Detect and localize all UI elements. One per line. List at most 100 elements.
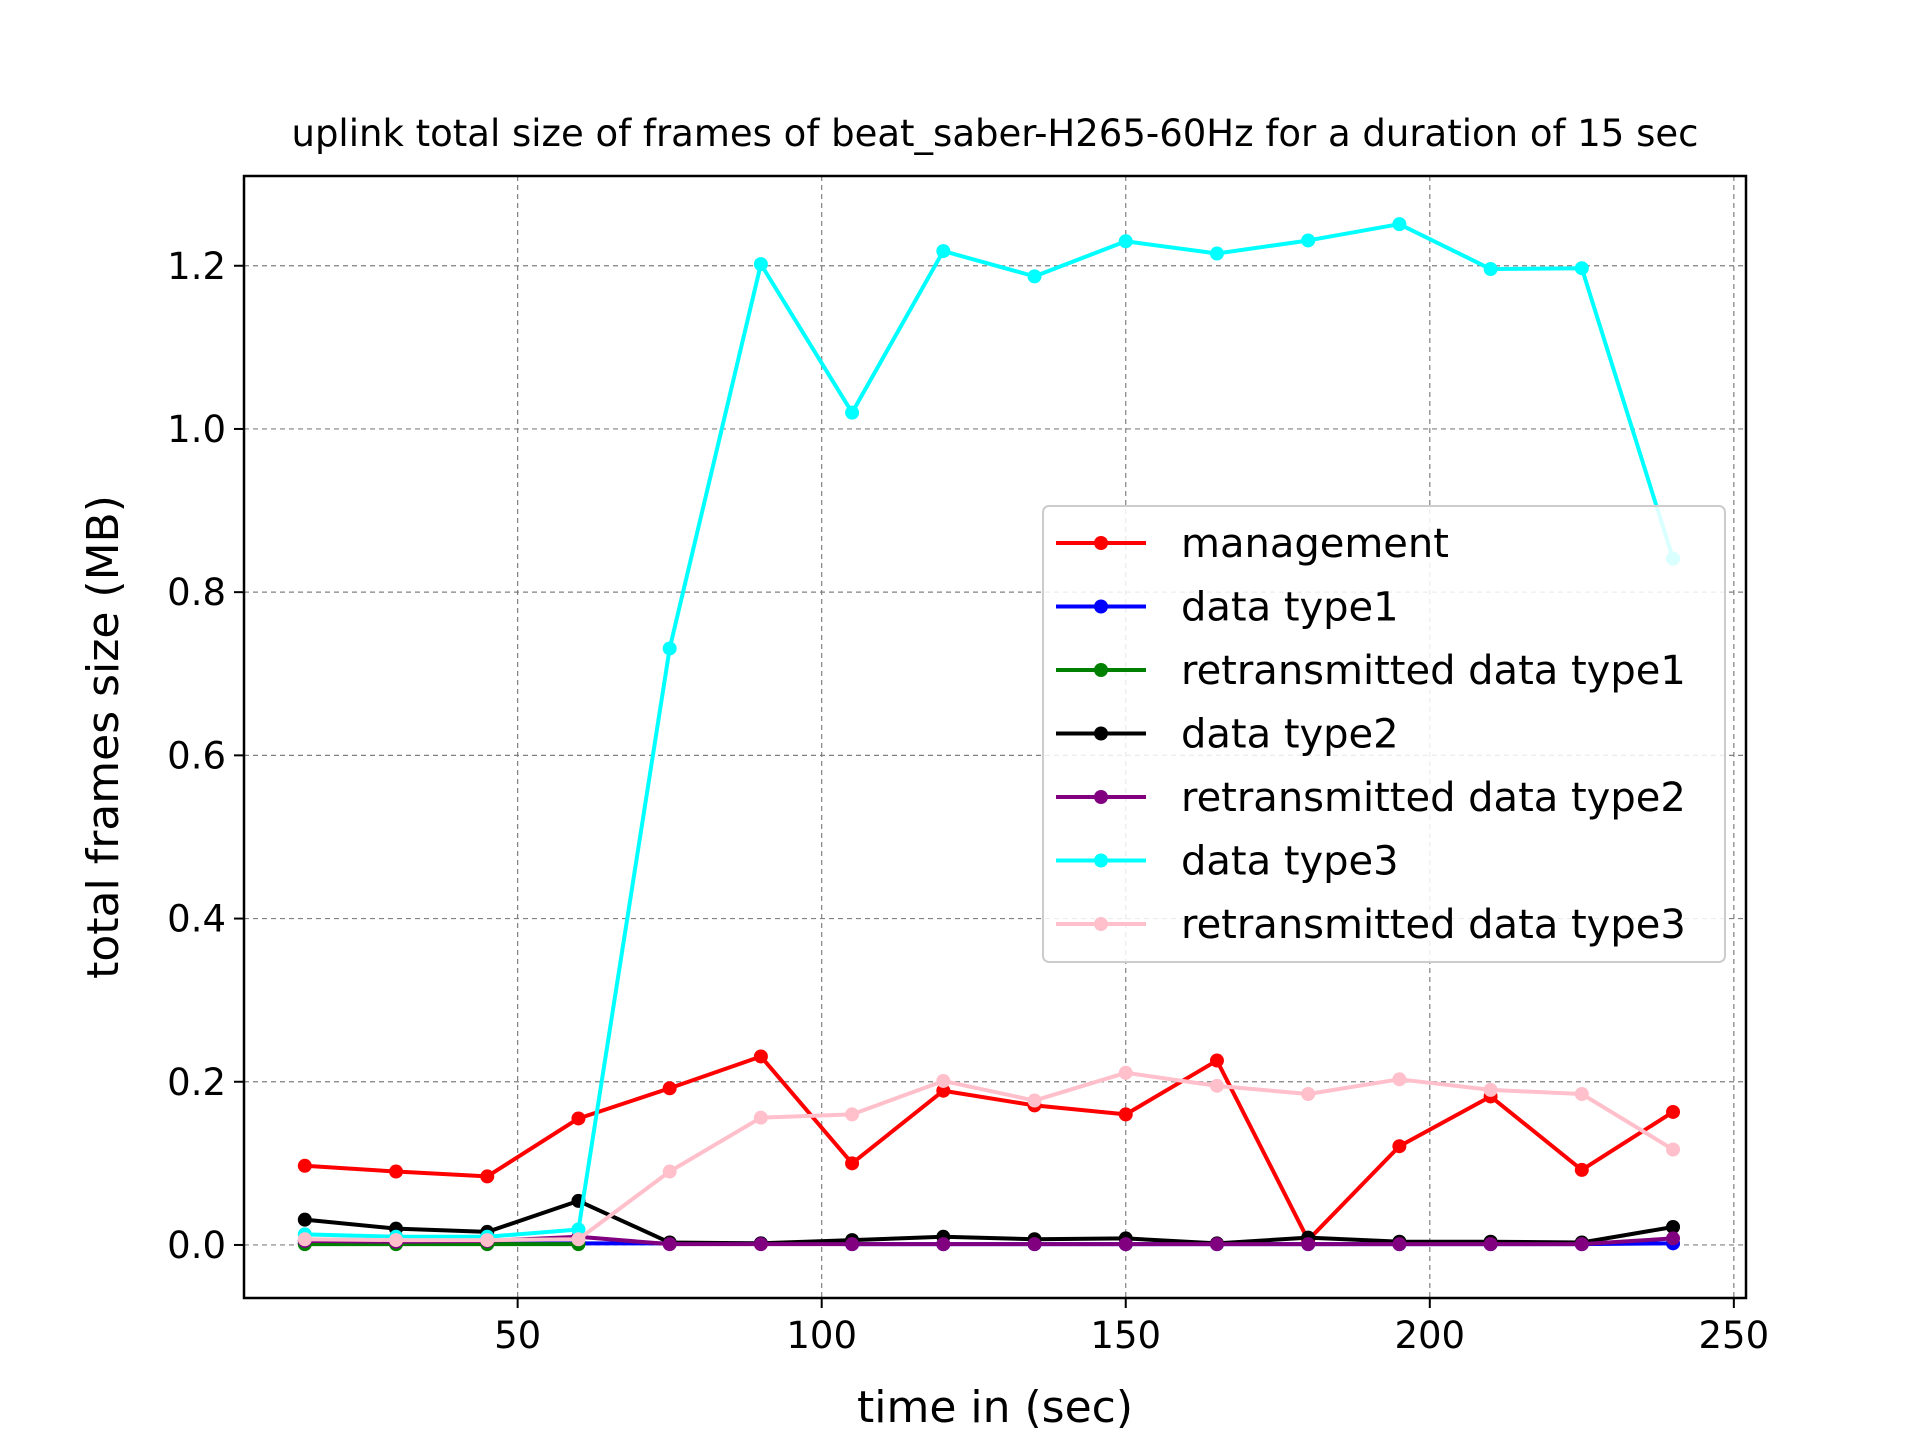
data-point-retransmitted-data-type2	[1118, 1237, 1133, 1252]
x-tick-label: 100	[786, 1314, 857, 1357]
legend-swatch-marker	[1094, 917, 1108, 931]
data-point-data-type3	[753, 257, 768, 272]
series-line-data-type2	[304, 1198, 1674, 1246]
data-point-data-type3	[1118, 234, 1133, 249]
legend-swatch-marker	[1094, 599, 1108, 614]
data-point-data-type3	[845, 405, 860, 420]
data-point-data-type3	[1574, 261, 1589, 276]
data-point-management	[1209, 1053, 1224, 1068]
legend-swatch-marker	[1094, 790, 1108, 804]
data-point-retransmitted-data-type3	[936, 1073, 951, 1088]
data-point-retransmitted-data-type2	[1392, 1237, 1407, 1252]
legend-box	[1042, 505, 1726, 963]
data-point-management	[936, 1083, 951, 1098]
data-point-retransmitted-data-type3	[389, 1233, 404, 1248]
legend-item-data-type2: data type2	[1056, 712, 1399, 758]
data-point-retransmitted-data-type3	[571, 1232, 586, 1247]
x-tick-label: 150	[1090, 1314, 1161, 1357]
data-point-management	[845, 1156, 860, 1171]
x-tick-label: 200	[1394, 1314, 1465, 1357]
data-point-management	[389, 1164, 404, 1179]
legend-label: retransmitted data type1	[1181, 648, 1686, 694]
y-tick-label: 0.2	[167, 1061, 226, 1104]
data-point-data-type3	[1392, 217, 1407, 232]
plot-area-frame	[242, 174, 1748, 1300]
data-point-management	[753, 1049, 768, 1064]
data-point-retransmitted-data-type2	[662, 1237, 677, 1252]
legend-swatch-marker	[1094, 663, 1108, 677]
data-point-retransmitted-data-type2	[936, 1237, 951, 1252]
data-point-retransmitted-data-type2	[1483, 1237, 1498, 1252]
data-point-retransmitted-data-type3	[480, 1233, 495, 1248]
y-tick-label: 0.8	[167, 571, 226, 614]
legend-label: data type3	[1181, 839, 1399, 885]
legend-label: data type1	[1181, 585, 1399, 631]
data-point-retransmitted-data-type2	[1027, 1237, 1042, 1252]
data-point-retransmitted-data-type2	[1574, 1237, 1589, 1252]
legend-swatch-marker	[1094, 726, 1108, 741]
data-point-retransmitted-data-type3	[753, 1110, 768, 1125]
y-tick-label: 0.0	[167, 1224, 226, 1267]
data-point-retransmitted-data-type3	[297, 1232, 312, 1247]
legend-item-data-type3: data type3	[1056, 839, 1399, 885]
y-axis-title: total frames size (MB)	[78, 495, 129, 979]
data-point-retransmitted-data-type2	[1666, 1231, 1681, 1246]
legend-item-retransmitted-data-type3: retransmitted data type3	[1056, 902, 1686, 948]
legend-item-retransmitted-data-type2: retransmitted data type2	[1056, 775, 1686, 821]
data-point-management	[1118, 1107, 1133, 1122]
data-point-management	[1574, 1162, 1589, 1177]
data-point-management	[1392, 1139, 1407, 1154]
legend-item-management: management	[1056, 521, 1449, 567]
data-point-data-type2	[297, 1212, 312, 1227]
legend-label: data type2	[1181, 712, 1399, 758]
data-point-data-type3	[1027, 269, 1042, 284]
x-tick-label: 50	[494, 1314, 541, 1357]
legend-swatch-marker	[1094, 853, 1108, 868]
axis-ticks: 50 100 150 200 250 0.0 0.2 0.4 0.6 0.8 1.0 1.2	[167, 245, 1769, 1357]
legend-label: management	[1181, 521, 1449, 567]
series-retransmitted-data-type3	[297, 1065, 1681, 1248]
data-point-data-type3	[1209, 246, 1224, 261]
legend-label: retransmitted data type2	[1181, 775, 1686, 821]
data-point-retransmitted-data-type3	[1027, 1093, 1042, 1108]
data-point-retransmitted-data-type3	[845, 1107, 860, 1122]
data-point-management	[662, 1081, 677, 1096]
y-tick-label: 0.6	[167, 734, 226, 777]
data-point-retransmitted-data-type3	[1666, 1142, 1681, 1157]
y-tick-label: 1.0	[167, 408, 226, 451]
data-point-retransmitted-data-type3	[1209, 1078, 1224, 1093]
y-tick-label: 1.2	[167, 245, 226, 288]
data-point-management	[480, 1169, 495, 1184]
data-point-data-type2	[1666, 1220, 1681, 1235]
legend: management data type1 retransmitted data t…	[1042, 505, 1726, 963]
legend-label: retransmitted data type3	[1181, 902, 1686, 948]
data-point-retransmitted-data-type3	[662, 1164, 677, 1179]
data-point-data-type3	[1483, 262, 1498, 277]
legend-item-data-type1: data type1	[1056, 585, 1399, 631]
data-point-retransmitted-data-type2	[1301, 1237, 1316, 1252]
data-point-retransmitted-data-type3	[1392, 1072, 1407, 1087]
data-point-retransmitted-data-type3	[1483, 1082, 1498, 1097]
data-point-retransmitted-data-type3	[1118, 1065, 1133, 1080]
data-point-retransmitted-data-type3	[1574, 1087, 1589, 1101]
y-tick-label: 0.4	[167, 898, 226, 941]
series-lines	[297, 217, 1681, 1252]
series-line-management	[304, 1054, 1675, 1243]
series-line-data-type3	[304, 222, 1675, 1239]
data-point-management	[297, 1158, 312, 1173]
series-line-retransmitted-data-type3	[304, 1070, 1675, 1243]
data-point-management	[1666, 1104, 1681, 1119]
x-axis-title: time in (sec)	[857, 1382, 1133, 1433]
data-point-data-type3	[662, 641, 677, 656]
data-point-data-type3	[571, 1222, 586, 1237]
data-point-data-type3	[936, 244, 951, 259]
data-point-data-type3	[1301, 233, 1316, 248]
data-point-retransmitted-data-type2	[1209, 1237, 1224, 1252]
legend-item-retransmitted-data-type1: retransmitted data type1	[1056, 648, 1686, 694]
data-point-management	[571, 1111, 586, 1126]
legend-swatch-marker	[1094, 536, 1108, 550]
x-tick-label: 250	[1699, 1314, 1770, 1357]
data-point-retransmitted-data-type2	[753, 1237, 768, 1252]
chart-title: uplink total size of frames of beat_sabe…	[292, 112, 1699, 155]
